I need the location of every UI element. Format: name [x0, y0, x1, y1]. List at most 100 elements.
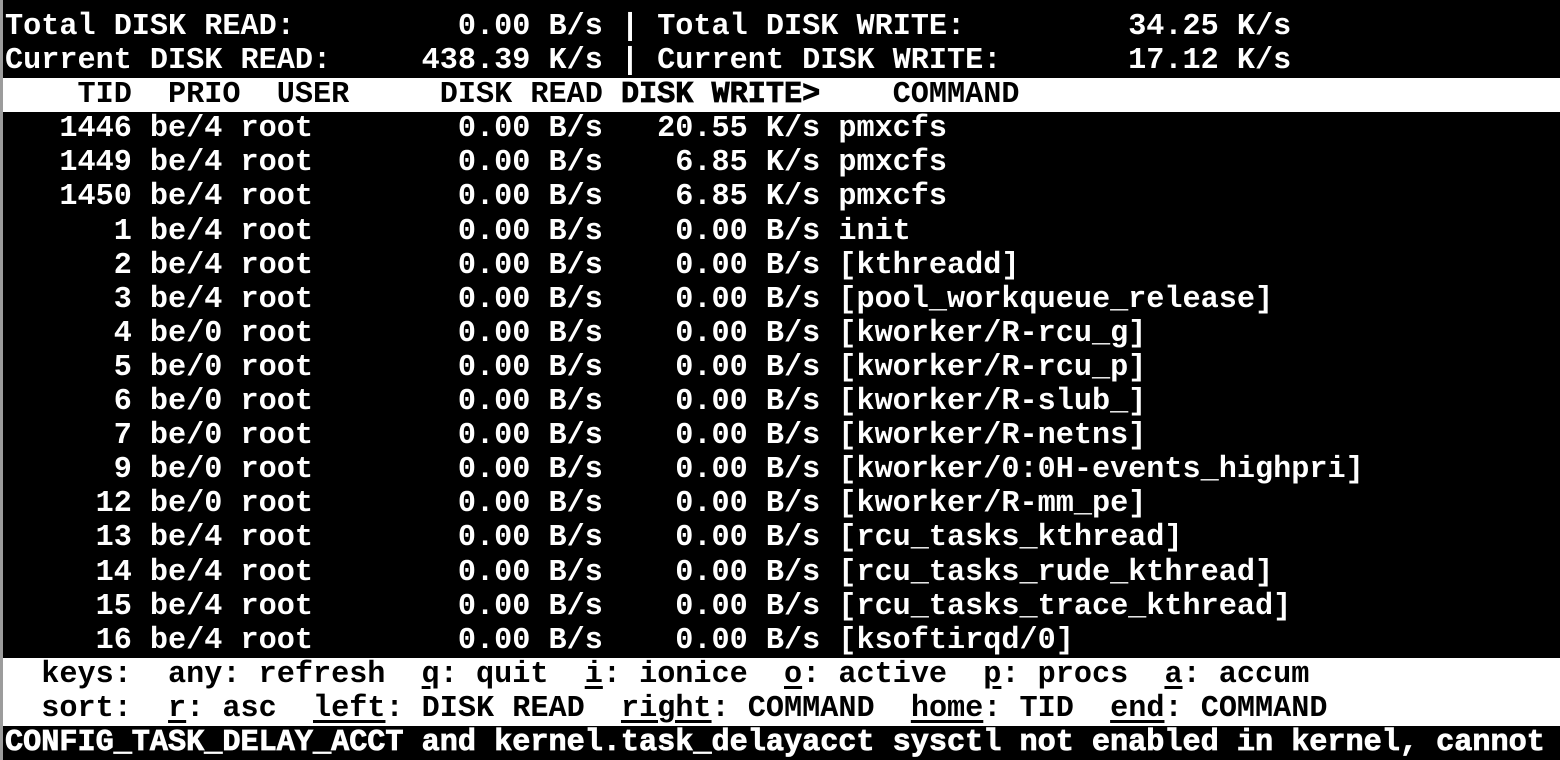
sort-help-line: sort: r: asc left: DISK READ right: COMM… — [0, 691, 1560, 726]
key-hint: end — [1110, 691, 1165, 726]
process-disk-write: 0.00 B/s — [602, 419, 821, 454]
process-disk-read: 0.00 B/s — [385, 248, 603, 283]
help-text: : COMMAND — [1164, 691, 1328, 726]
process-disk-write: 0.00 B/s — [602, 248, 821, 283]
process-row: 3 be/4 root 0.00 B/s 0.00 B/s [pool_work… — [5, 283, 1560, 317]
process-command: [ksoftirqd/0] — [820, 623, 1074, 658]
process-tid: 1449 — [5, 146, 132, 181]
process-prio: be/4 — [131, 282, 223, 317]
process-command: pmxcfs — [820, 112, 948, 147]
process-disk-write: 0.00 B/s — [602, 350, 821, 385]
summary-line-1: Total DISK READ: 0.00 B/s | Total DISK W… — [5, 10, 1560, 44]
process-row: 12 be/0 root 0.00 B/s 0.00 B/s [kworker/… — [5, 487, 1560, 521]
process-tid: 13 — [5, 521, 132, 556]
process-disk-read: 0.00 B/s — [385, 146, 603, 181]
process-disk-write: 0.00 B/s — [602, 623, 821, 658]
process-prio: be/0 — [131, 316, 223, 351]
process-tid: 6 — [5, 385, 132, 420]
process-tid: 4 — [5, 316, 132, 351]
process-user: root — [222, 146, 386, 181]
process-disk-read: 0.00 B/s — [385, 214, 603, 249]
process-prio: be/4 — [131, 112, 223, 147]
process-disk-read: 0.00 B/s — [385, 589, 603, 624]
current-disk-write-value: 17.12 K/s — [1001, 44, 1292, 79]
process-user: root — [222, 623, 386, 658]
process-user: root — [222, 589, 386, 624]
help-text: : TID — [983, 691, 1111, 726]
key-hint: left — [312, 691, 386, 726]
process-user: root — [222, 419, 386, 454]
total-disk-read-value: 0.00 B/s — [294, 10, 603, 44]
sort-column-header: DISK WRITE> — [620, 78, 821, 113]
process-disk-write: 6.85 K/s — [602, 180, 821, 215]
process-command: [pool_workqueue_release] — [820, 282, 1274, 317]
key-hint: p — [983, 657, 1002, 692]
process-tid: 12 — [5, 487, 132, 522]
process-disk-read: 0.00 B/s — [385, 521, 603, 556]
process-tid: 1446 — [5, 112, 132, 147]
status-line: CONFIG_TASK_DELAY_ACCT and kernel.task_d… — [5, 725, 1546, 760]
process-user: root — [222, 487, 386, 522]
total-disk-read-label: Total DISK READ: — [5, 10, 295, 44]
process-row: 1 be/4 root 0.00 B/s 0.00 B/s init — [5, 215, 1560, 249]
process-user: root — [222, 316, 386, 351]
process-prio: be/4 — [131, 180, 223, 215]
process-command: [rcu_tasks_kthread] — [820, 521, 1183, 556]
process-disk-read: 0.00 B/s — [385, 623, 603, 658]
process-disk-write: 0.00 B/s — [602, 589, 821, 624]
process-tid: 16 — [5, 623, 132, 658]
process-user: root — [222, 385, 386, 420]
process-prio: be/0 — [131, 487, 223, 522]
process-disk-write: 0.00 B/s — [602, 521, 821, 556]
process-prio: be/4 — [131, 521, 223, 556]
process-disk-write: 0.00 B/s — [602, 282, 821, 317]
process-prio: be/4 — [131, 623, 223, 658]
process-tid: 2 — [5, 248, 132, 283]
total-disk-write-value: 34.25 K/s — [965, 10, 1292, 44]
process-disk-read: 0.00 B/s — [385, 350, 603, 385]
help-text: : asc — [186, 691, 313, 726]
process-user: root — [222, 248, 386, 283]
process-disk-read: 0.00 B/s — [385, 180, 603, 215]
help-text: keys: any: refresh — [5, 657, 422, 692]
process-tid: 5 — [5, 350, 132, 385]
process-command: [kworker/R-rcu_g] — [820, 316, 1147, 351]
help-text: : COMMAND — [711, 691, 911, 726]
process-disk-read: 0.00 B/s — [385, 419, 603, 454]
key-hint: home — [910, 691, 984, 726]
process-disk-read: 0.00 B/s — [385, 282, 603, 317]
process-tid: 1450 — [5, 180, 132, 215]
help-text: : quit — [439, 657, 585, 692]
process-prio: be/4 — [131, 589, 223, 624]
key-hint: i — [584, 657, 603, 692]
process-command: init — [820, 214, 911, 249]
process-tid: 3 — [5, 282, 132, 317]
help-text: : procs — [1001, 657, 1165, 692]
process-prio: be/0 — [131, 350, 223, 385]
process-row: 6 be/0 root 0.00 B/s 0.00 B/s [kworker/R… — [5, 385, 1560, 419]
process-disk-write: 0.00 B/s — [602, 316, 821, 351]
process-disk-write: 0.00 B/s — [602, 385, 821, 420]
process-tid: 14 — [5, 555, 132, 590]
process-tid: 1 — [5, 214, 132, 249]
table-header-columns: TID PRIO USER DISK READ — [5, 78, 621, 113]
process-user: root — [222, 214, 386, 249]
key-hint: o — [784, 657, 803, 692]
summary-line-2: Current DISK READ: 438.39 K/s | Current … — [5, 44, 1560, 78]
process-row: 1449 be/4 root 0.00 B/s 6.85 K/s pmxcfs — [5, 146, 1560, 180]
terminal-left-edge — [0, 0, 3, 760]
process-command: [kworker/R-mm_pe] — [820, 487, 1147, 522]
process-disk-read: 0.00 B/s — [385, 487, 603, 522]
process-disk-read: 0.00 B/s — [385, 555, 603, 590]
table-header-command-column: COMMAND — [820, 78, 1020, 113]
process-row: 2 be/4 root 0.00 B/s 0.00 B/s [kthreadd] — [5, 249, 1560, 283]
process-row: 5 be/0 root 0.00 B/s 0.00 B/s [kworker/R… — [5, 351, 1560, 385]
process-disk-write: 0.00 B/s — [602, 453, 821, 488]
process-row: 4 be/0 root 0.00 B/s 0.00 B/s [kworker/R… — [5, 317, 1560, 351]
process-user: root — [222, 521, 386, 556]
total-disk-write-label: Total DISK WRITE: — [657, 10, 966, 44]
key-hint: q — [421, 657, 440, 692]
process-prio: be/0 — [131, 385, 223, 420]
process-user: root — [222, 350, 386, 385]
